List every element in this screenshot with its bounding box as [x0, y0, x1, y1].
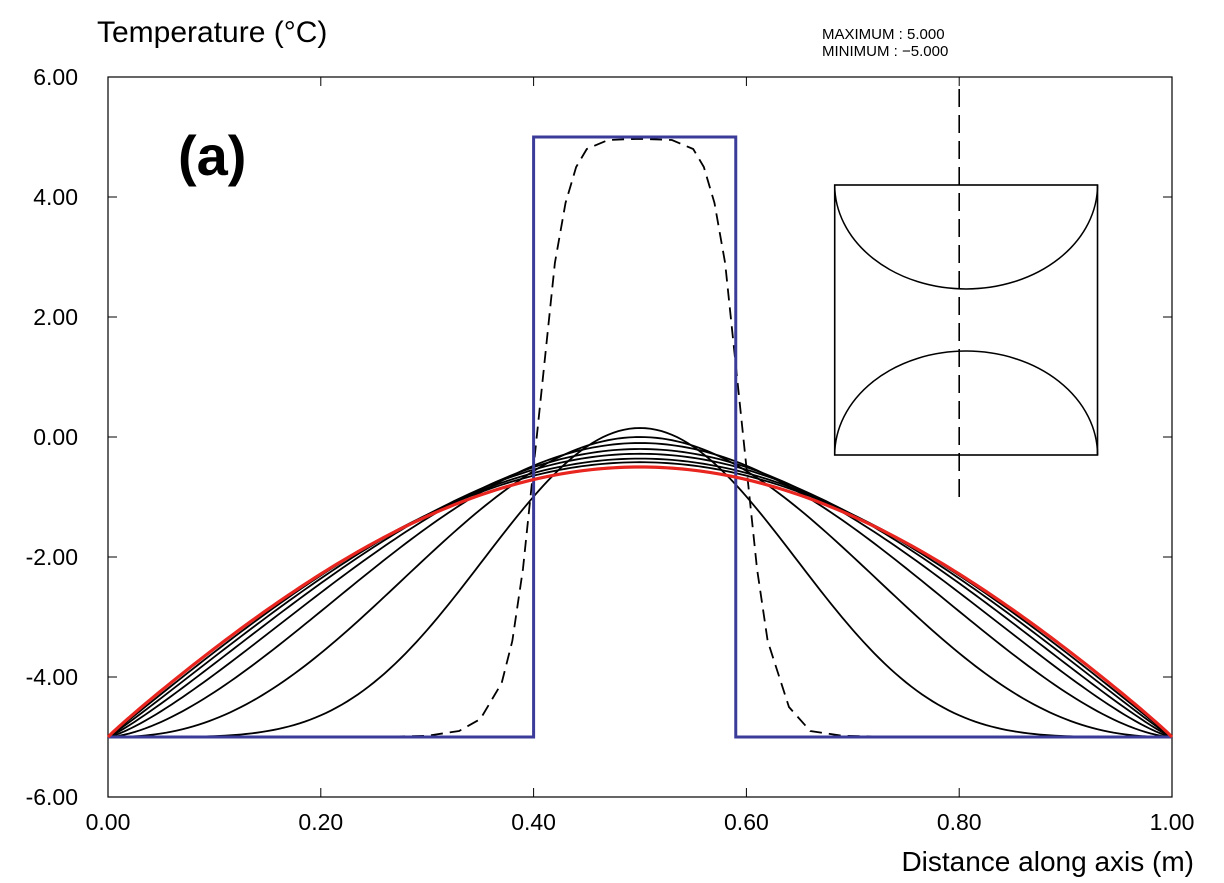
- panel-label: (a): [178, 124, 246, 187]
- x-tick-label: 0.80: [937, 809, 982, 835]
- intermediate-profile-line: [107, 442, 1173, 738]
- minimum-readout: MINIMUM : −5.000: [822, 43, 948, 60]
- x-tick-label: 1.00: [1150, 809, 1195, 835]
- y-tick-label: -6.00: [26, 784, 78, 810]
- y-tick-label: -4.00: [26, 664, 78, 690]
- x-tick-label: 0.40: [511, 809, 556, 835]
- y-axis-label: Temperature (°C): [97, 16, 327, 49]
- intermediate-profile-line: [107, 436, 1173, 738]
- x-tick-label: 0.60: [724, 809, 769, 835]
- x-tick-label: 0.20: [298, 809, 343, 835]
- intermediate-profile-line: [107, 448, 1173, 738]
- y-tick-label: 4.00: [33, 184, 78, 210]
- first-step-profile-line: [108, 137, 1172, 738]
- y-tick-label: -2.00: [26, 544, 78, 570]
- maximum-readout: MAXIMUM : 5.000: [822, 26, 945, 43]
- y-tick-label: 6.00: [33, 64, 78, 90]
- intermediate-profile-line: [107, 461, 1173, 738]
- y-tick-label: 0.00: [33, 424, 78, 450]
- x-axis-label: Distance along axis (m): [901, 846, 1194, 877]
- inset-box: [833, 184, 1099, 456]
- initial-profile-line: [108, 135, 1172, 739]
- inset-lower-arc: [833, 350, 1099, 456]
- y-tick-label: 2.00: [33, 304, 78, 330]
- intermediate-profile-line: [108, 427, 1172, 738]
- inset-upper-arc: [833, 184, 1099, 290]
- final-profile-line: [106, 465, 1174, 739]
- intermediate-profile-line: [107, 457, 1173, 738]
- intermediate-profile-line: [107, 452, 1173, 738]
- x-tick-label: 0.00: [86, 809, 131, 835]
